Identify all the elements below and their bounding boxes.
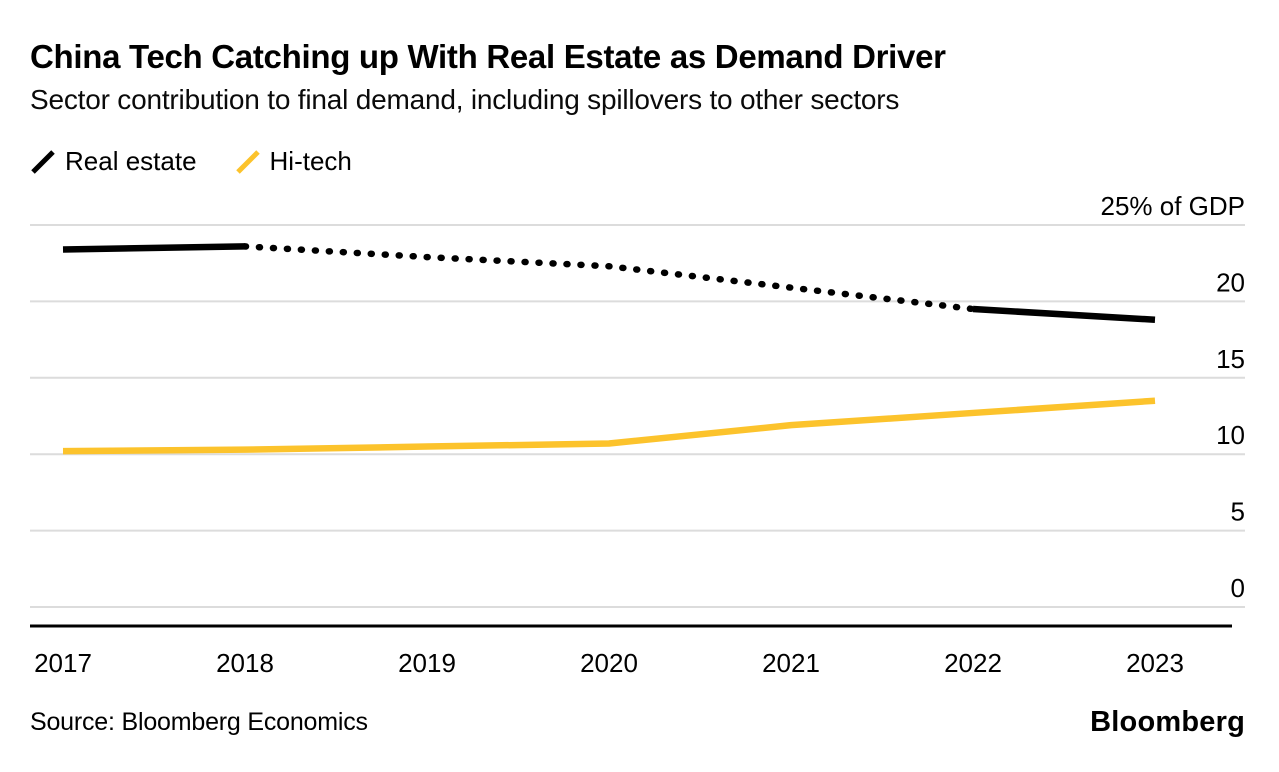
y-tick-label: 15 bbox=[1216, 344, 1245, 374]
legend-label-real-estate: Real estate bbox=[65, 146, 197, 176]
series-line-real-estate bbox=[241, 243, 977, 313]
chart-canvas: 0 5 10 15 20 25% of GDP 2017 2018 2019 2020 2021 20… bbox=[30, 191, 1245, 678]
chart-footer: Source: Bloomberg Economics Bloomberg bbox=[30, 706, 1245, 739]
chart-header: China Tech Catching up With Real Estate … bbox=[30, 38, 1245, 116]
legend-label-hi-tech: Hi-tech bbox=[269, 146, 352, 176]
x-tick-label: 2017 bbox=[34, 648, 92, 678]
series-line-hi-tech bbox=[62, 397, 1156, 455]
x-tick-label: 2018 bbox=[216, 648, 274, 678]
x-tick-label: 2019 bbox=[398, 648, 456, 678]
y-tick-label: 0 bbox=[1231, 573, 1245, 603]
chart-legend: Real estate Hi-tech bbox=[30, 146, 352, 177]
legend-item-hi-tech: Hi-tech bbox=[235, 146, 352, 177]
x-tick-label: 2021 bbox=[762, 648, 820, 678]
x-tick-label: 2020 bbox=[580, 648, 638, 678]
x-tick-label: 2023 bbox=[1126, 648, 1184, 678]
series-line-real-estate bbox=[62, 243, 246, 253]
y-tick-label: 25% of GDP bbox=[1100, 191, 1245, 221]
y-tick-label: 20 bbox=[1216, 267, 1245, 297]
bloomberg-logo: Bloomberg bbox=[1090, 706, 1245, 738]
hi-tech-line-icon bbox=[235, 149, 260, 174]
legend-item-real-estate: Real estate bbox=[30, 146, 197, 177]
chart-title: China Tech Catching up With Real Estate … bbox=[30, 38, 946, 75]
source-label: Source: Bloomberg Economics bbox=[30, 708, 368, 736]
y-tick-label: 10 bbox=[1216, 420, 1245, 450]
chart-area: 0 5 10 15 20 25% of GDP 2017 2018 2019 2020 2021 20… bbox=[0, 190, 1279, 690]
y-tick-label: 5 bbox=[1231, 497, 1245, 527]
chart-subtitle: Sector contribution to final demand, inc… bbox=[30, 83, 900, 115]
series-line-real-estate bbox=[972, 305, 1156, 323]
real-estate-line-icon bbox=[31, 149, 55, 174]
x-tick-label: 2022 bbox=[944, 648, 1002, 678]
